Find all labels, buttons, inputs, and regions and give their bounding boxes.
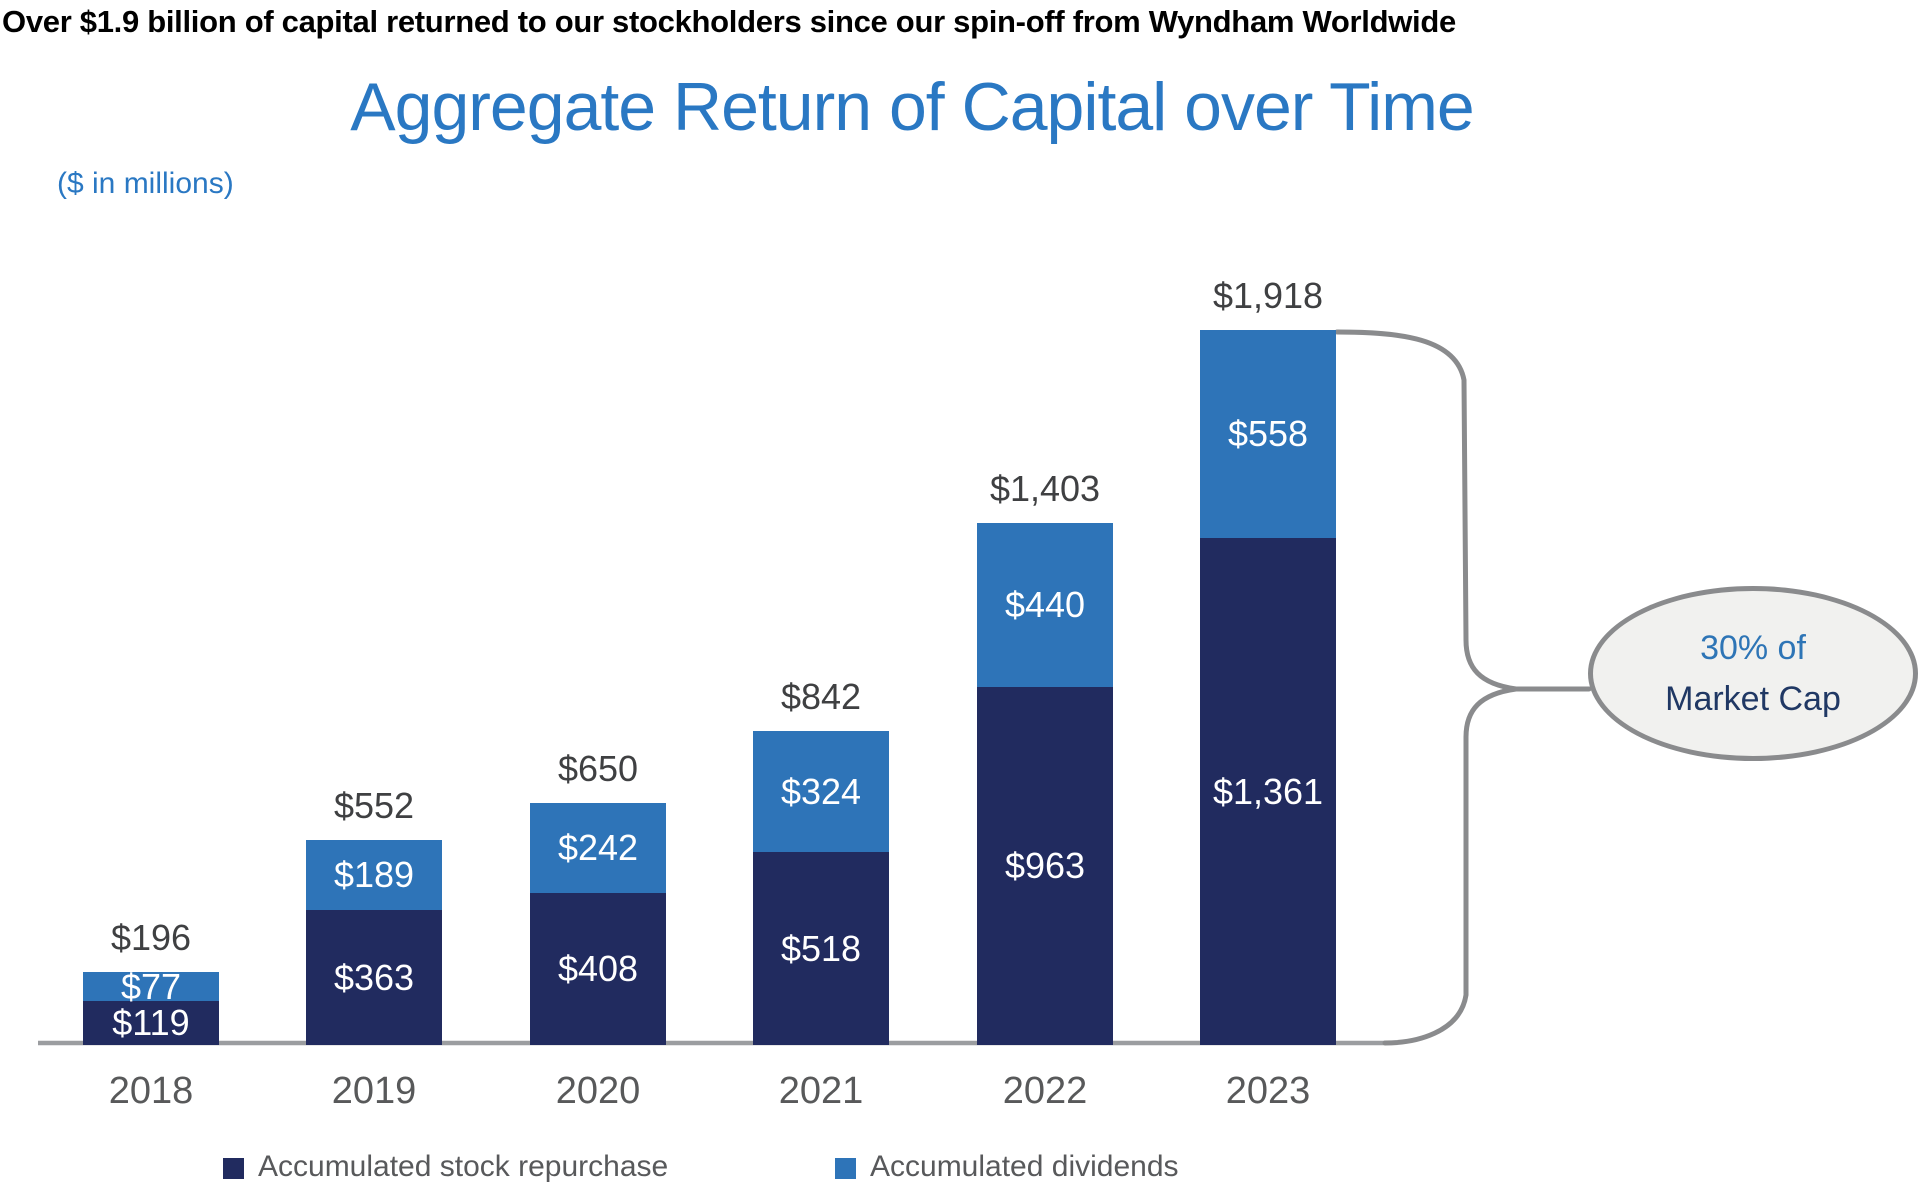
bar-total-label: $552 [333, 785, 415, 826]
bar-segment-dividends: $324 [753, 731, 889, 852]
slide-headline: Over $1.9 billion of capital returned to… [2, 4, 1456, 39]
bar-segment-stock-repurchase: $963 [977, 687, 1113, 1045]
x-axis-tick-label: 2021 [778, 1070, 864, 1112]
bar-total-label: $650 [557, 748, 639, 789]
bar-total-label: $196 [110, 917, 192, 958]
bar-segment-dividends: $440 [977, 523, 1113, 687]
bar-segment-stock-repurchase: $363 [306, 910, 442, 1045]
legend-swatch-navy [223, 1157, 244, 1179]
curly-brace [1334, 329, 1519, 1046]
callout-bubble: 30% of Market Cap [1588, 586, 1918, 761]
legend-swatch-blue [835, 1157, 856, 1179]
bar-segment-stock-repurchase: $1,361 [1200, 538, 1336, 1045]
legend-label: Accumulated dividends [870, 1150, 1179, 1183]
legend: Accumulated stock repurchase Accumulated… [0, 1150, 1922, 1190]
bar-total-label: $842 [780, 676, 862, 717]
x-axis-tick-label: 2019 [331, 1070, 417, 1112]
callout-text-bottom: Market Cap [1665, 679, 1841, 718]
bar-segment-stock-repurchase: $518 [753, 852, 889, 1045]
bar-total-label: $1,403 [989, 468, 1101, 509]
x-axis-tick-label: 2018 [108, 1070, 194, 1112]
bar-total-label: $1,918 [1212, 275, 1324, 316]
legend-item-dividends: Accumulated dividends [835, 1150, 1179, 1184]
x-axis-tick-label: 2022 [1002, 1070, 1088, 1112]
bar-segment-dividends: $558 [1200, 330, 1336, 538]
bar-segment-dividends: $77 [83, 968, 219, 1004]
x-axis-tick-label: 2023 [1225, 1070, 1311, 1112]
legend-label: Accumulated stock repurchase [258, 1150, 669, 1183]
bar-segment-dividends: $242 [530, 803, 666, 893]
bar-segment-stock-repurchase: $119 [83, 1001, 219, 1045]
legend-item-stock-repurchase: Accumulated stock repurchase [223, 1150, 668, 1184]
callout-text-top: 30% of [1700, 628, 1806, 667]
units-note: ($ in millions) [57, 167, 234, 200]
bar-segment-dividends: $189 [306, 840, 442, 910]
x-axis-tick-label: 2020 [555, 1070, 641, 1112]
bar-segment-stock-repurchase: $408 [530, 893, 666, 1045]
chart-title: Aggregate Return of Capital over Time [350, 69, 1474, 145]
